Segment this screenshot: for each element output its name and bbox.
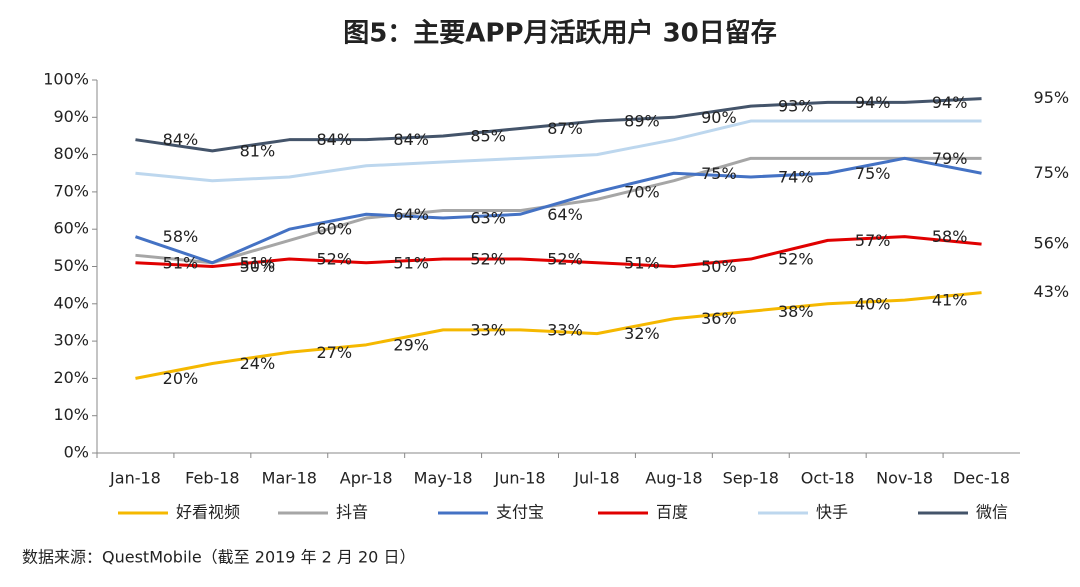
data-label: 79%: [932, 149, 968, 168]
x-tick-label: May-18: [414, 469, 473, 488]
data-label: 50%: [240, 257, 276, 276]
data-label: 36%: [701, 309, 737, 328]
data-label: 58%: [932, 227, 968, 246]
y-tick-label: 40%: [53, 293, 89, 312]
x-tick-label: Sep-18: [723, 469, 779, 488]
data-label: 75%: [855, 164, 891, 183]
y-tick-label: 0%: [64, 443, 89, 462]
data-label: 87%: [547, 119, 583, 138]
series-line: [135, 156, 982, 265]
data-label: 40%: [855, 294, 891, 313]
x-tick-label: Oct-18: [801, 469, 855, 488]
data-label: 20%: [163, 369, 199, 388]
y-tick-label: 20%: [53, 368, 89, 387]
x-tick-label: Aug-18: [645, 469, 702, 488]
data-label: 38%: [778, 302, 814, 321]
data-label: 64%: [547, 205, 583, 224]
x-tick-label: Feb-18: [185, 469, 239, 488]
data-label: 51%: [393, 253, 429, 272]
x-tick-label: Mar-18: [262, 469, 317, 488]
legend-label: 快手: [816, 503, 848, 522]
data-label: 84%: [317, 130, 353, 149]
data-label: 64%: [393, 205, 429, 224]
data-label: 85%: [470, 126, 506, 145]
data-label: 89%: [624, 112, 660, 131]
data-label: 75%: [1034, 163, 1070, 182]
data-label: 52%: [317, 250, 353, 269]
y-tick-label: 70%: [53, 181, 89, 200]
data-label: 41%: [932, 291, 968, 310]
x-tick-label: Nov-18: [876, 469, 933, 488]
data-label: 75%: [701, 164, 737, 183]
data-label: 52%: [778, 250, 814, 269]
y-tick-label: 10%: [53, 405, 89, 424]
legend-label: 支付宝: [496, 503, 544, 522]
data-label: 52%: [547, 250, 583, 269]
series-line: [135, 235, 982, 268]
data-label: 94%: [932, 93, 968, 112]
data-label: 70%: [624, 182, 660, 201]
data-label: 81%: [240, 141, 276, 160]
data-label: 51%: [624, 253, 660, 272]
data-label: 93%: [778, 97, 814, 116]
y-tick-label: 90%: [53, 107, 89, 126]
data-label: 84%: [163, 130, 199, 149]
x-tick-label: Jun-18: [493, 469, 545, 488]
data-label: 58%: [163, 227, 199, 246]
data-label: 33%: [547, 320, 583, 339]
data-label: 27%: [317, 343, 353, 362]
x-tick-label: Apr-18: [340, 469, 393, 488]
y-tick-label: 60%: [53, 219, 89, 238]
data-label: 32%: [624, 324, 660, 343]
legend-label: 百度: [656, 503, 688, 522]
data-label: 50%: [701, 257, 737, 276]
data-label: 90%: [701, 108, 737, 127]
x-tick-label: Jul-18: [573, 469, 619, 488]
series-line: [134, 156, 982, 265]
data-label: 56%: [1034, 234, 1070, 253]
data-label: 51%: [240, 253, 276, 272]
series-line: [135, 119, 982, 183]
y-tick-label: 100%: [43, 70, 89, 89]
source-note: 数据来源：QuestMobile（截至 2019 年 2 月 20 日）: [22, 548, 415, 567]
data-label: 63%: [470, 209, 506, 228]
legend-label: 抖音: [336, 503, 368, 522]
data-label: 29%: [393, 335, 429, 354]
legend-label: 微信: [976, 503, 1008, 522]
data-label: 57%: [855, 231, 891, 250]
data-label: 94%: [855, 93, 891, 112]
series-line: [135, 97, 982, 153]
data-label: 51%: [163, 253, 199, 272]
data-label: 33%: [470, 320, 506, 339]
chart-title: 图5：主要APP月活跃用户 30日留存: [343, 18, 777, 49]
y-tick-label: 50%: [53, 256, 89, 275]
y-tick-label: 80%: [53, 144, 89, 163]
series-line: [135, 291, 982, 380]
data-label: 95%: [1034, 88, 1070, 107]
x-tick-label: Dec-18: [953, 469, 1010, 488]
y-tick-label: 30%: [53, 331, 89, 350]
data-label: 52%: [470, 250, 506, 269]
x-tick-label: Jan-18: [109, 469, 161, 488]
data-label: 60%: [317, 220, 353, 239]
data-label: 43%: [1034, 282, 1070, 301]
data-label: 74%: [778, 167, 814, 186]
data-label: 84%: [393, 130, 429, 149]
data-label: 24%: [240, 354, 276, 373]
legend-label: 好看视频: [176, 503, 240, 522]
